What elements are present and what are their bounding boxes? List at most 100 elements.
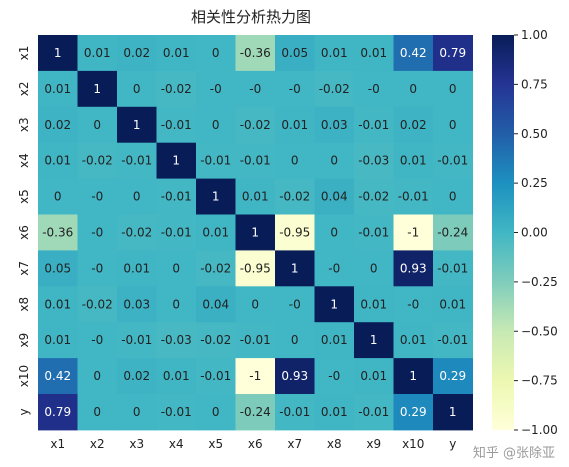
heatmap-cell-label: 0 xyxy=(212,46,220,60)
heatmap-cell xyxy=(235,322,276,359)
heatmap-cell xyxy=(38,106,78,144)
heatmap-cell-label: -0.01 xyxy=(240,154,271,168)
heatmap-cell xyxy=(433,35,473,72)
heatmap-cell-label: -0.01 xyxy=(121,154,152,168)
y-tick-label: x5 xyxy=(17,189,31,204)
x-tick-label: x4 xyxy=(169,437,184,451)
heatmap-cell-label: -0.01 xyxy=(398,190,429,204)
y-tick-label: x6 xyxy=(17,225,31,240)
heatmap-cell-label: -0.02 xyxy=(319,82,350,96)
y-tick-label: y xyxy=(17,408,31,415)
heatmap-cell xyxy=(314,70,355,108)
heatmap-cell xyxy=(433,106,473,144)
heatmap-cell-label: 0.01 xyxy=(44,333,71,347)
heatmap-cell-label: 0 xyxy=(133,190,141,204)
heatmap-cell xyxy=(156,106,197,144)
heatmap-cell-label: 0 xyxy=(449,190,457,204)
heatmap-cell-label: -0.36 xyxy=(240,46,271,60)
heatmap-cell xyxy=(275,142,315,180)
heatmap-cell-label: 0.01 xyxy=(44,297,71,311)
heatmap-cell-label: -0.01 xyxy=(161,118,192,132)
y-tick-label: x2 xyxy=(17,81,31,96)
colorbar-tick-label: −1.00 xyxy=(521,423,558,437)
heatmap-cell-label: 0.01 xyxy=(321,405,348,419)
heatmap-cell xyxy=(275,106,315,144)
heatmap-cell-label: 0.02 xyxy=(123,46,150,60)
colorbar-tick-label: −0.25 xyxy=(521,275,558,289)
heatmap-cell xyxy=(156,250,197,287)
heatmap-cell xyxy=(38,358,78,395)
heatmap-cell-label: -0.24 xyxy=(240,405,271,419)
heatmap-cell-label: -0.01 xyxy=(200,369,231,383)
heatmap-cell-label: -0.01 xyxy=(358,118,389,132)
heatmap-cell xyxy=(433,70,473,108)
y-tick-label: x1 xyxy=(17,46,31,61)
heatmap-cell xyxy=(156,214,197,251)
heatmap-cell-label: 0.01 xyxy=(400,333,427,347)
colorbar-tick-label: 0.50 xyxy=(521,127,548,141)
heatmap-cell-label: -0.02 xyxy=(82,154,113,168)
heatmap-cell-label: -0.01 xyxy=(437,154,468,168)
heatmap-cell-label: -0.02 xyxy=(240,118,271,132)
heatmap-cell xyxy=(156,322,197,359)
heatmap-cell xyxy=(38,250,78,287)
heatmap-cell xyxy=(156,70,197,108)
heatmap-cell-label: 0.79 xyxy=(44,405,71,419)
heatmap-cell xyxy=(354,178,394,215)
heatmap-cell xyxy=(433,358,473,395)
heatmap-cell-label: -0.01 xyxy=(358,405,389,419)
y-tick-label: x8 xyxy=(17,297,31,312)
heatmap-cell xyxy=(117,70,157,108)
heatmap-cell xyxy=(354,214,394,251)
heatmap-cell xyxy=(433,322,473,359)
colorbar-tick-label: −0.50 xyxy=(521,324,558,338)
heatmap-cell-label: 0.01 xyxy=(163,369,190,383)
heatmap-cell-label: -0.01 xyxy=(437,333,468,347)
heatmap-cell-label: 1 xyxy=(212,190,220,204)
heatmap-cell-label: 0.04 xyxy=(202,297,229,311)
heatmap-cell xyxy=(354,358,394,395)
heatmap-cells: 1 0.01 0.02 0.01 0 -0.36 0.05 0.01 0.01 0.42 0.79 0… xyxy=(38,35,473,431)
heatmap-cell xyxy=(393,286,434,323)
heatmap-cell xyxy=(196,35,236,72)
heatmap-cell-label: -0 xyxy=(407,297,419,311)
heatmap-cell xyxy=(117,106,157,144)
heatmap-cell xyxy=(393,250,434,287)
heatmap-cell-label: -0.01 xyxy=(358,225,389,239)
heatmap-cell xyxy=(196,214,236,251)
heatmap-cell-label: 0.01 xyxy=(44,82,71,96)
heatmap-cell xyxy=(117,142,157,180)
heatmap-cell-label: 0.01 xyxy=(242,190,269,204)
x-tick-labels: x1 x2 x3 x4 x5 x6 x7 x8 x9 x10 y xyxy=(50,437,456,451)
x-tick-label: x5 xyxy=(208,437,223,451)
heatmap-cell xyxy=(275,394,315,431)
heatmap-cell xyxy=(275,70,315,108)
heatmap-cell xyxy=(117,322,157,359)
heatmap-cell xyxy=(117,35,157,72)
heatmap-cell xyxy=(393,322,434,359)
heatmap-cell xyxy=(196,142,236,180)
heatmap-cell xyxy=(235,35,276,72)
heatmap-cell-label: 0.79 xyxy=(439,46,466,60)
heatmap-cell xyxy=(393,358,434,395)
heatmap-cell-label: -0 xyxy=(249,82,261,96)
heatmap-cell xyxy=(314,178,355,215)
heatmap-cell-label: -0.03 xyxy=(358,154,389,168)
heatmap-cell xyxy=(38,322,78,359)
x-tick-label: x8 xyxy=(327,437,342,451)
heatmap-cell-label: -0 xyxy=(328,369,340,383)
heatmap-cell xyxy=(354,35,394,72)
heatmap-cell-label: 0 xyxy=(212,405,220,419)
heatmap-cell xyxy=(38,286,78,323)
heatmap-cell xyxy=(117,286,157,323)
heatmap-cell xyxy=(156,178,197,215)
heatmap-cell-label: 1 xyxy=(330,297,338,311)
heatmap-cell xyxy=(156,35,197,72)
heatmap-cell xyxy=(38,142,78,180)
heatmap-cell-label: 0 xyxy=(291,333,299,347)
heatmap-cell xyxy=(314,286,355,323)
heatmap-cell-label: -0.01 xyxy=(279,405,310,419)
heatmap-cell-label: 0.29 xyxy=(439,369,466,383)
x-tick-label: x1 xyxy=(50,437,65,451)
heatmap-cell xyxy=(196,394,236,431)
